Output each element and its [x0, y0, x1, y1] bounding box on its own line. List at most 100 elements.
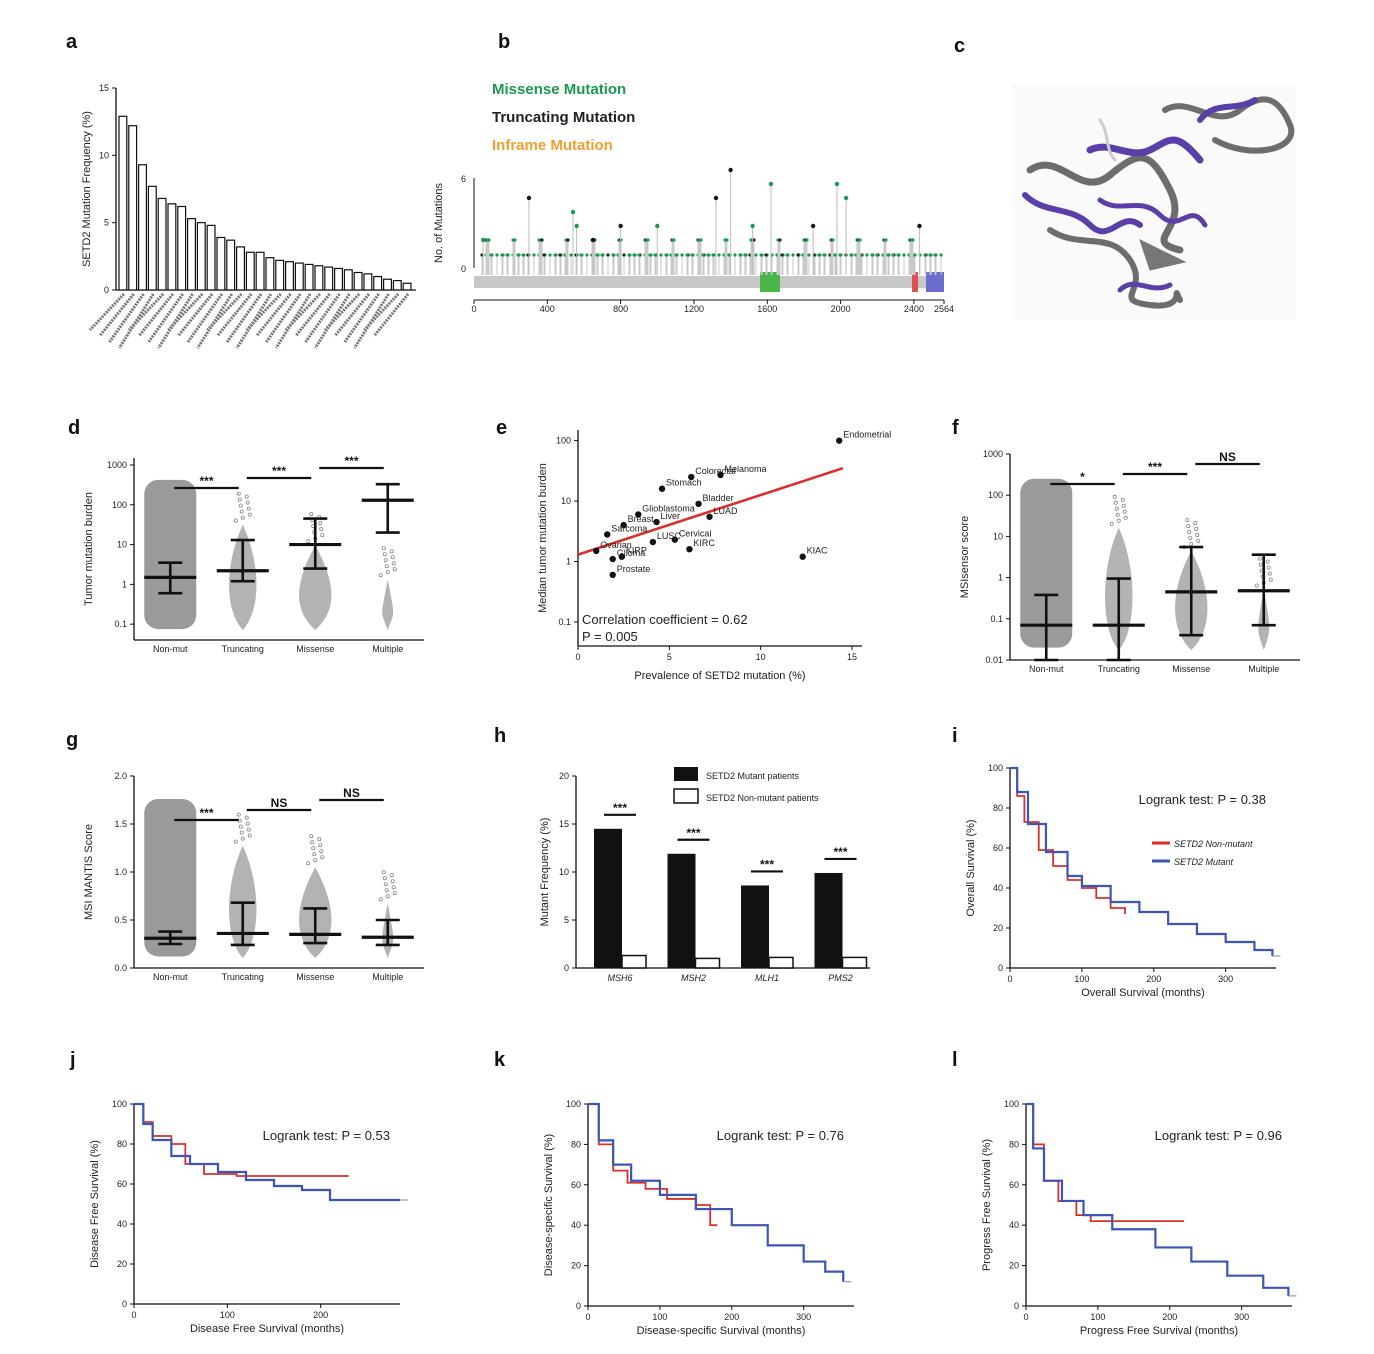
x-tick-label: 0 — [1007, 974, 1012, 984]
outlier-point — [1258, 562, 1263, 567]
y-tick-label: 1.0 — [114, 867, 127, 877]
outlier-point — [246, 827, 251, 832]
bar — [265, 257, 275, 291]
x-tick-label: Non-mut — [153, 972, 188, 982]
lollipop-head — [780, 253, 784, 257]
outlier-point — [236, 812, 241, 817]
x-tick-label: 2000 — [831, 304, 851, 314]
bar — [196, 222, 206, 291]
lollipop-head — [674, 253, 678, 257]
lollipop-head — [513, 238, 517, 242]
lollipop-head — [600, 253, 604, 257]
lollipop-head — [622, 253, 626, 257]
x-tick-label: 0 — [585, 1312, 590, 1322]
lollipop-head — [542, 253, 546, 257]
bar-mutant — [594, 828, 622, 968]
x-tick-label: Non-mut — [153, 644, 188, 654]
lollipop-head — [817, 253, 821, 257]
bar-mutant — [814, 872, 843, 968]
outlier-point — [233, 518, 238, 523]
bar — [392, 279, 402, 291]
bar — [167, 203, 177, 291]
category-label-illegible — [245, 292, 282, 332]
category-label-illegible — [333, 293, 371, 337]
outlier-point — [1187, 529, 1192, 534]
x-tick-label: 200 — [724, 1312, 739, 1322]
x-axis-label: Prevalence of SETD2 mutation (%) — [634, 670, 805, 682]
significance-label: NS — [343, 786, 360, 800]
outlier-point — [245, 821, 250, 826]
category-label-illegible — [274, 293, 312, 349]
x-tick-label: 100 — [1074, 974, 1089, 984]
bar — [343, 269, 353, 291]
lollipop-head — [933, 253, 937, 257]
y-tick-label: 20 — [571, 1261, 581, 1271]
lollipop-head — [495, 253, 499, 257]
y-tick-label: 5 — [104, 218, 109, 228]
lollipop-head — [500, 253, 504, 257]
y-tick-label: 40 — [993, 883, 1003, 893]
point-label: Prostate — [617, 564, 651, 574]
category-label-illegible — [225, 293, 263, 343]
category-label-illegible — [128, 292, 165, 332]
lollipop-head — [725, 238, 729, 242]
lollipop-head — [570, 209, 576, 215]
data-point — [609, 555, 616, 563]
y-tick-label: 10 — [993, 531, 1003, 541]
y-axis-label: Mutant Frequency (%) — [539, 818, 551, 927]
bar-non-mutant — [621, 954, 647, 969]
outlier-point — [1185, 517, 1190, 522]
panel-label-a: a — [66, 31, 78, 53]
category-label-illegible — [343, 293, 380, 343]
logrank-test: Logrank test: P = 0.38 — [1139, 792, 1266, 807]
point-label: Glioblastoma — [642, 503, 695, 513]
y-tick-label: 0 — [461, 264, 466, 274]
y-axis-label: No. of Mutations — [433, 182, 445, 263]
outlier-point — [306, 861, 311, 866]
outlier-point — [238, 824, 243, 829]
legend-swatch-mutant — [674, 767, 698, 781]
lollipop-head — [701, 253, 705, 257]
outlier-point — [247, 512, 252, 517]
x-tick-label: 300 — [1234, 1312, 1249, 1322]
lollipop-head — [717, 253, 721, 257]
y-axis-label: Overall Survival (%) — [965, 819, 977, 916]
category-label-illegible — [372, 293, 410, 337]
lollipop-head — [611, 253, 615, 257]
bar — [177, 205, 187, 291]
point-label: Liver — [661, 511, 681, 521]
outlier-point — [306, 539, 311, 544]
lollipop-head — [896, 253, 900, 257]
ribbon-segment — [1098, 118, 1117, 162]
x-tick-label: 800 — [613, 304, 628, 314]
lollipop-head — [764, 253, 768, 257]
y-tick-label: 10 — [117, 540, 127, 550]
x-tick-label: 200 — [1162, 1312, 1177, 1322]
category-label-illegible — [88, 292, 125, 332]
outlier-point — [391, 885, 396, 890]
outlier-point — [385, 570, 390, 575]
point-cloud — [382, 579, 394, 630]
legend-label: SETD2 Mutant patients — [706, 771, 800, 781]
y-tick-label: 40 — [117, 1219, 127, 1229]
lollipop-head — [690, 253, 694, 257]
lollipop-head — [521, 253, 525, 257]
outlier-point — [239, 830, 244, 835]
x-tick-label: 0 — [575, 652, 580, 662]
y-tick-label: 60 — [993, 843, 1003, 853]
outlier-point — [1116, 518, 1121, 523]
outlier-point — [309, 512, 314, 517]
point-cloud — [144, 479, 197, 630]
y-tick-label: 80 — [1009, 1139, 1019, 1149]
category-label-illegible — [137, 293, 175, 337]
lollipop-head — [870, 253, 874, 257]
legend-item: Inframe Mutation — [492, 137, 613, 154]
significance-label: *** — [833, 845, 847, 859]
bar — [118, 115, 128, 291]
point-label: LUAD — [714, 506, 739, 516]
outlier-point — [1112, 494, 1117, 499]
point-label: Melanoma — [724, 464, 766, 474]
outlier-point — [1257, 556, 1262, 561]
ribbon-segment — [1026, 154, 1184, 254]
